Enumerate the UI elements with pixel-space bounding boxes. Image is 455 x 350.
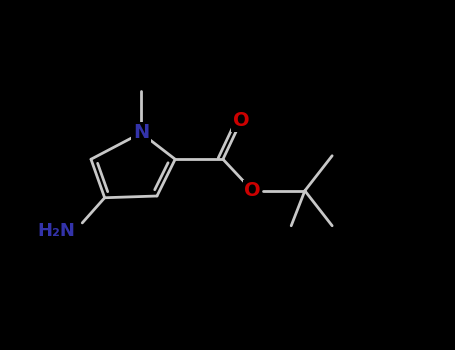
Text: O: O <box>233 111 249 130</box>
Text: H₂N: H₂N <box>37 222 75 240</box>
Text: O: O <box>244 181 261 200</box>
Text: N: N <box>133 124 149 142</box>
